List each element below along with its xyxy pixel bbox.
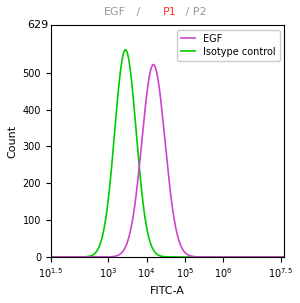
X-axis label: FITC-A: FITC-A xyxy=(150,286,185,296)
Text: P1: P1 xyxy=(163,7,176,17)
Legend: EGF, Isotype control: EGF, Isotype control xyxy=(177,30,280,61)
Text: 629: 629 xyxy=(27,20,48,30)
Text: EGF: EGF xyxy=(104,7,126,17)
Text: /: / xyxy=(133,7,144,17)
Y-axis label: Count: Count xyxy=(7,125,17,158)
Text: / P2: / P2 xyxy=(182,7,207,17)
